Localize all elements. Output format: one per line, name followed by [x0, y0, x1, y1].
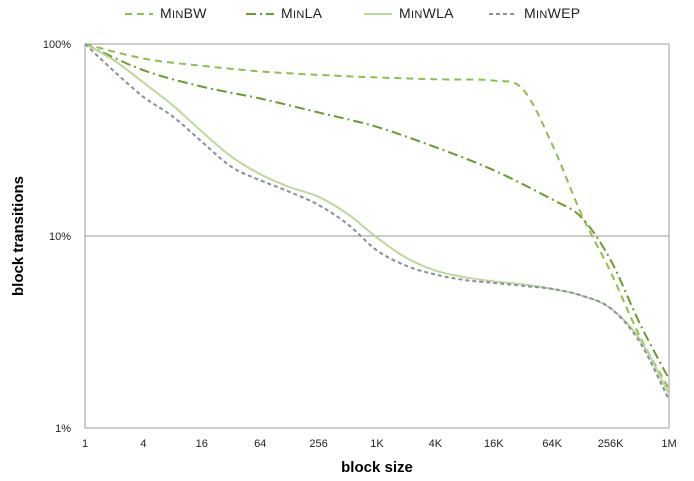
y-tick-label: 1% [55, 423, 71, 435]
y-axis-title: block transitions [10, 176, 27, 296]
legend-item-minbw: MINBW [125, 5, 207, 21]
legend-label: MINBW [160, 5, 207, 21]
y-axis-ticks: 1% 10% 100% [43, 39, 71, 435]
x-tick-label: 16 [196, 438, 208, 450]
x-axis-title: block size [341, 459, 413, 476]
y-tick-label: 100% [43, 39, 71, 51]
legend: MINBW MINLA MINWLA MINWEP [125, 5, 580, 21]
legend-item-minla: MINLA [246, 5, 323, 21]
x-tick-label: 1M [661, 438, 676, 450]
plot-area-frame [84, 43, 670, 429]
legend-label: MINWEP [524, 5, 580, 21]
series-line-minwla [84, 43, 670, 395]
x-tick-label: 64 [254, 438, 266, 450]
legend-label: MINWLA [399, 5, 454, 21]
x-tick-label: 4K [429, 438, 443, 450]
x-tick-label: 64K [542, 438, 562, 450]
series-line-minwep [84, 43, 670, 401]
legend-label: MINLA [281, 5, 323, 21]
x-tick-label: 16K [484, 438, 504, 450]
x-tick-label: 256K [598, 438, 624, 450]
legend-item-minwep: MINWEP [489, 5, 580, 21]
x-axis-ticks: 1 4 16 64 256 1K 4K 16K 64K 256K 1M [82, 438, 677, 450]
y-tick-label: 10% [49, 231, 71, 243]
x-tick-label: 1 [82, 438, 88, 450]
gridlines [85, 43, 669, 429]
x-tick-label: 4 [140, 438, 146, 450]
series-line-minla [84, 43, 670, 380]
legend-item-minwla: MINWLA [364, 5, 454, 21]
series-layer [84, 43, 670, 401]
x-tick-label: 1K [370, 438, 384, 450]
x-tick-label: 256 [309, 438, 327, 450]
